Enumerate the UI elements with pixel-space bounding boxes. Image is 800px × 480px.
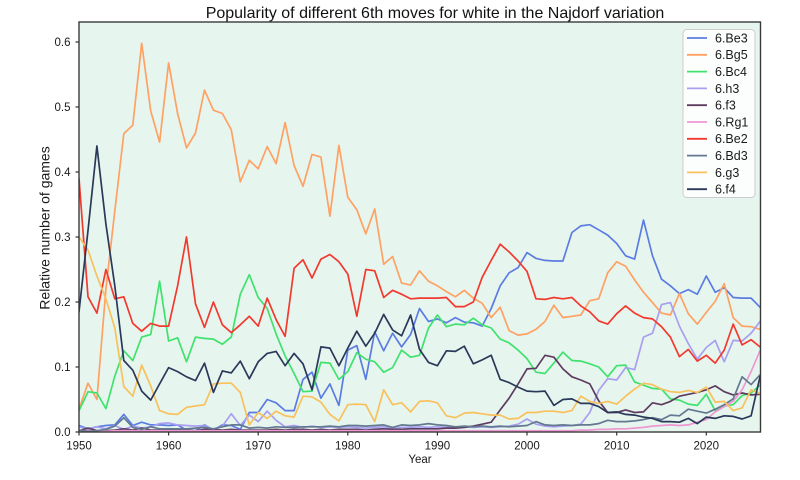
svg-text:6.h3: 6.h3 <box>715 82 739 96</box>
svg-text:0.1: 0.1 <box>55 362 71 374</box>
svg-text:6.Bg5: 6.Bg5 <box>715 48 748 62</box>
svg-text:1960: 1960 <box>156 441 182 453</box>
svg-text:1980: 1980 <box>335 441 361 453</box>
svg-text:0.2: 0.2 <box>55 297 71 309</box>
svg-text:0.0: 0.0 <box>55 427 71 439</box>
svg-text:0.5: 0.5 <box>55 102 71 114</box>
svg-text:0.4: 0.4 <box>55 167 72 179</box>
svg-text:2000: 2000 <box>514 441 540 453</box>
svg-text:0.3: 0.3 <box>55 232 71 244</box>
svg-text:6.Be2: 6.Be2 <box>715 132 748 146</box>
svg-text:6.f4: 6.f4 <box>715 183 736 197</box>
svg-text:0.6: 0.6 <box>55 37 71 49</box>
svg-text:1970: 1970 <box>245 441 271 453</box>
svg-text:2010: 2010 <box>604 441 630 453</box>
svg-text:2020: 2020 <box>694 441 720 453</box>
svg-text:Year: Year <box>408 454 431 466</box>
svg-text:6.g3: 6.g3 <box>715 166 739 180</box>
svg-text:1990: 1990 <box>425 441 451 453</box>
svg-text:Popularity of different 6th mo: Popularity of different 6th moves for wh… <box>206 5 665 22</box>
svg-text:6.Be3: 6.Be3 <box>715 31 748 45</box>
svg-text:6.Rg1: 6.Rg1 <box>715 115 748 129</box>
svg-text:6.Bd3: 6.Bd3 <box>715 149 748 163</box>
svg-text:1950: 1950 <box>66 441 92 453</box>
svg-text:6.f3: 6.f3 <box>715 99 736 113</box>
svg-text:6.Bc4: 6.Bc4 <box>715 65 747 79</box>
svg-text:Relative number of games: Relative number of games <box>37 146 53 309</box>
